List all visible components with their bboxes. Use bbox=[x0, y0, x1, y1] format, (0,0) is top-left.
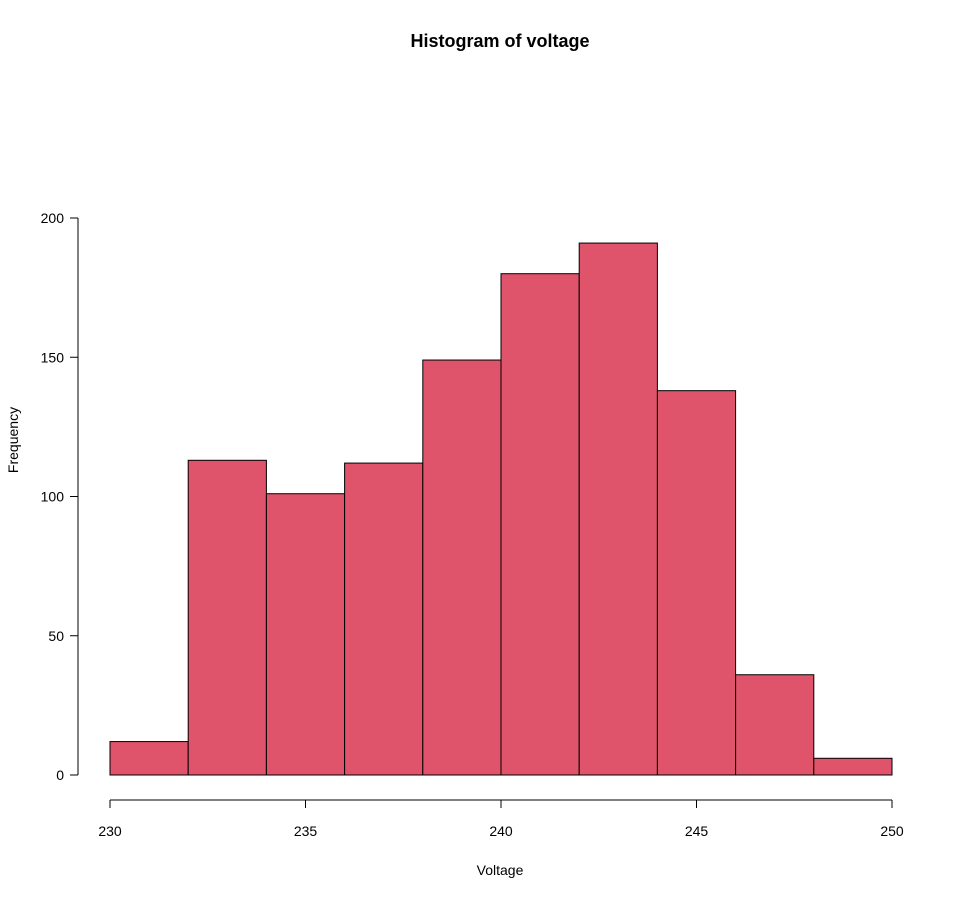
x-tick-label: 240 bbox=[489, 823, 513, 839]
y-tick-label: 50 bbox=[48, 628, 64, 644]
y-tick-label: 100 bbox=[41, 489, 65, 505]
x-tick-label: 230 bbox=[98, 823, 122, 839]
histogram-bar bbox=[500, 273, 580, 776]
y-tick-label: 150 bbox=[41, 349, 65, 365]
histogram-bar bbox=[109, 741, 189, 776]
y-axis-label: Frequency bbox=[5, 407, 21, 473]
histogram-bar bbox=[813, 757, 893, 776]
y-tick-label: 200 bbox=[41, 210, 65, 226]
chart-title: Histogram of voltage bbox=[410, 31, 589, 51]
bars-layer bbox=[109, 242, 893, 776]
y-axis: 0 50 100 150 200 bbox=[41, 210, 79, 783]
x-tick-label: 245 bbox=[685, 823, 709, 839]
histogram-bar bbox=[187, 459, 267, 776]
x-axis: 230 235 240 245 250 bbox=[98, 799, 904, 839]
x-tick-label: 235 bbox=[294, 823, 318, 839]
histogram-bar bbox=[422, 359, 502, 776]
histogram-bar bbox=[656, 390, 737, 776]
x-axis-label: Voltage bbox=[477, 862, 524, 878]
histogram-bar bbox=[344, 462, 424, 776]
histogram-bar bbox=[578, 242, 658, 776]
y-tick-label: 0 bbox=[56, 767, 64, 783]
histogram-bar bbox=[735, 674, 815, 776]
histogram-bar bbox=[265, 493, 346, 776]
x-tick-label: 250 bbox=[880, 823, 904, 839]
